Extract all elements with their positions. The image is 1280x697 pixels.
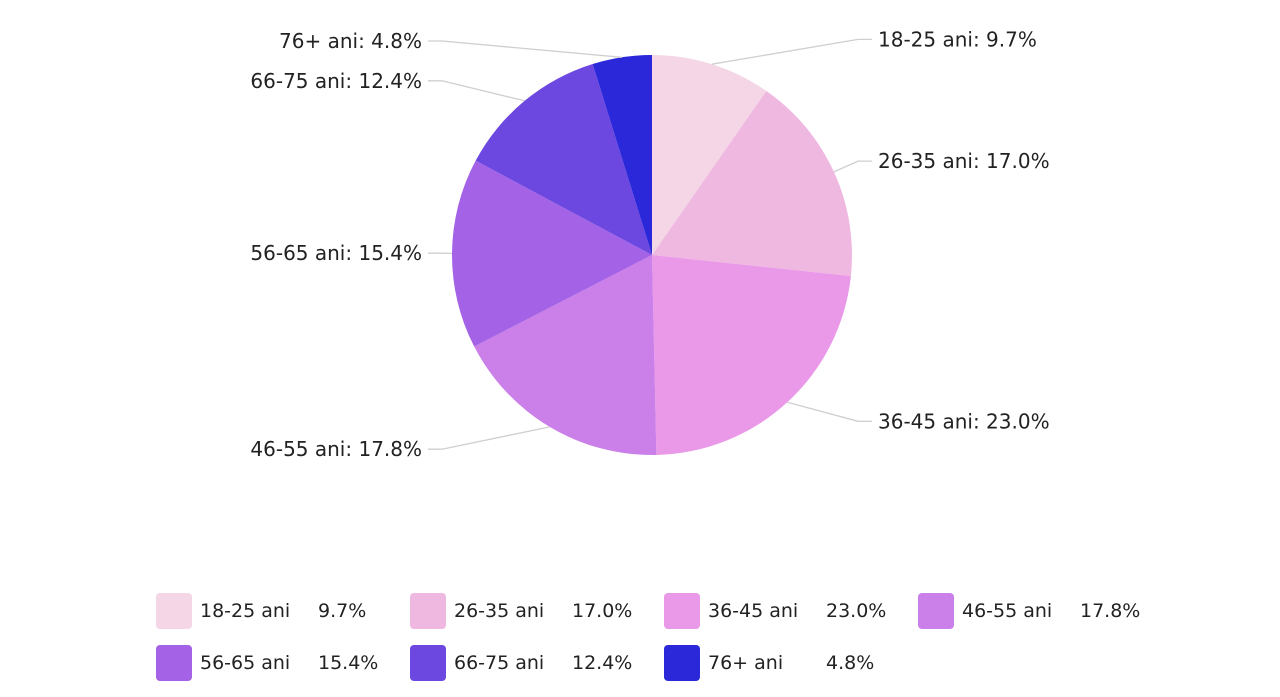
pie-slice[interactable]	[652, 255, 851, 455]
leader-line	[428, 40, 623, 58]
legend-label: 26-35 ani	[454, 600, 545, 622]
legend-item[interactable]: 56-65 ani 15.4%	[156, 644, 410, 682]
leader-line	[428, 80, 525, 102]
legend-swatch	[664, 593, 700, 629]
pie-slice[interactable]	[451, 160, 652, 347]
pie-chart: 18-25 ani: 9.7% 26-35 ani: 17.0% 36-45 ani…	[250, 27, 1050, 461]
legend-item[interactable]: 26-35 ani 17.0%	[410, 592, 664, 630]
legend-value: 12.4%	[572, 652, 633, 674]
legend-label: 36-45 ani	[708, 600, 799, 622]
leader-line	[428, 426, 550, 450]
legend-label: 18-25 ani	[200, 600, 291, 622]
legend-value: 23.0%	[826, 600, 887, 622]
leader-line	[787, 401, 872, 422]
legend-item[interactable]: 46-55 ani 17.8%	[918, 592, 1172, 630]
slice-label: 66-75 ani: 12.4%	[250, 69, 422, 93]
legend-item[interactable]: 36-45 ani 23.0%	[664, 592, 918, 630]
legend-value: 9.7%	[318, 600, 367, 622]
legend-swatch	[156, 593, 192, 629]
legend-label: 56-65 ani	[200, 652, 291, 674]
legend-value: 15.4%	[318, 652, 379, 674]
slice-label: 56-65 ani: 15.4%	[250, 241, 422, 265]
slice-label: 46-55 ani: 17.8%	[250, 437, 422, 461]
slice-label: 36-45 ani: 23.0%	[878, 409, 1050, 433]
pie-slice[interactable]	[652, 55, 767, 255]
legend-label: 46-55 ani	[962, 600, 1053, 622]
pie-slice[interactable]	[474, 255, 657, 455]
legend-item[interactable]: 18-25 ani 9.7%	[156, 592, 410, 630]
leader-line	[833, 160, 872, 173]
legend-value: 4.8%	[826, 652, 875, 674]
legend-row: 56-65 ani 15.4% 66-75 ani 12.4% 76+ ani …	[156, 644, 1176, 682]
legend-swatch	[664, 645, 700, 681]
legend-swatch	[410, 593, 446, 629]
legend-swatch	[410, 645, 446, 681]
legend-label: 76+ ani	[708, 652, 784, 674]
legend-value: 17.8%	[1080, 600, 1141, 622]
legend: 18-25 ani 9.7% 26-35 ani 17.0% 36-45 ani…	[156, 592, 1176, 696]
legend-swatch	[918, 593, 954, 629]
leader-line	[711, 38, 872, 65]
pie-svg: 18-25 ani: 9.7% 26-35 ani: 17.0% 36-45 ani…	[250, 27, 1050, 461]
slice-label: 26-35 ani: 17.0%	[878, 149, 1050, 173]
slice-label: 18-25 ani: 9.7%	[878, 27, 1037, 51]
legend-value: 17.0%	[572, 600, 633, 622]
legend-row: 18-25 ani 9.7% 26-35 ani 17.0% 36-45 ani…	[156, 592, 1176, 630]
pie-slice[interactable]	[475, 64, 652, 255]
legend-label: 66-75 ani	[454, 652, 545, 674]
legend-item[interactable]: 66-75 ani 12.4%	[410, 644, 664, 682]
slice-label: 76+ ani: 4.8%	[279, 29, 422, 53]
pie-slice[interactable]	[592, 55, 652, 255]
legend-item[interactable]: 76+ ani 4.8%	[664, 644, 918, 682]
pie-slice[interactable]	[652, 90, 853, 276]
legend-swatch	[156, 645, 192, 681]
